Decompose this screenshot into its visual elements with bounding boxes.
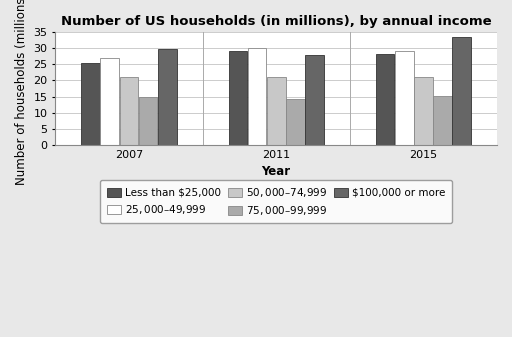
Bar: [267, 76, 286, 145]
Y-axis label: Number of households (millions): Number of households (millions): [15, 0, 28, 185]
Bar: [158, 49, 177, 145]
Legend: Less than $25,000, $25,000–$49,999, $50,000–$74,999, $75,000–$99,999, $100,000 o: Less than $25,000, $25,000–$49,999, $50,…: [100, 180, 452, 223]
Bar: [286, 99, 305, 145]
Title: Number of US households (in millions), by annual income: Number of US households (in millions), b…: [61, 15, 492, 28]
Bar: [120, 77, 138, 145]
Bar: [414, 77, 433, 145]
Bar: [228, 51, 247, 145]
Bar: [452, 37, 471, 145]
Bar: [433, 96, 452, 145]
Bar: [376, 54, 394, 145]
Bar: [305, 55, 324, 145]
Bar: [395, 51, 414, 145]
Bar: [139, 97, 158, 145]
Bar: [248, 48, 266, 145]
Bar: [81, 63, 100, 145]
X-axis label: Year: Year: [262, 165, 291, 178]
Bar: [100, 58, 119, 145]
